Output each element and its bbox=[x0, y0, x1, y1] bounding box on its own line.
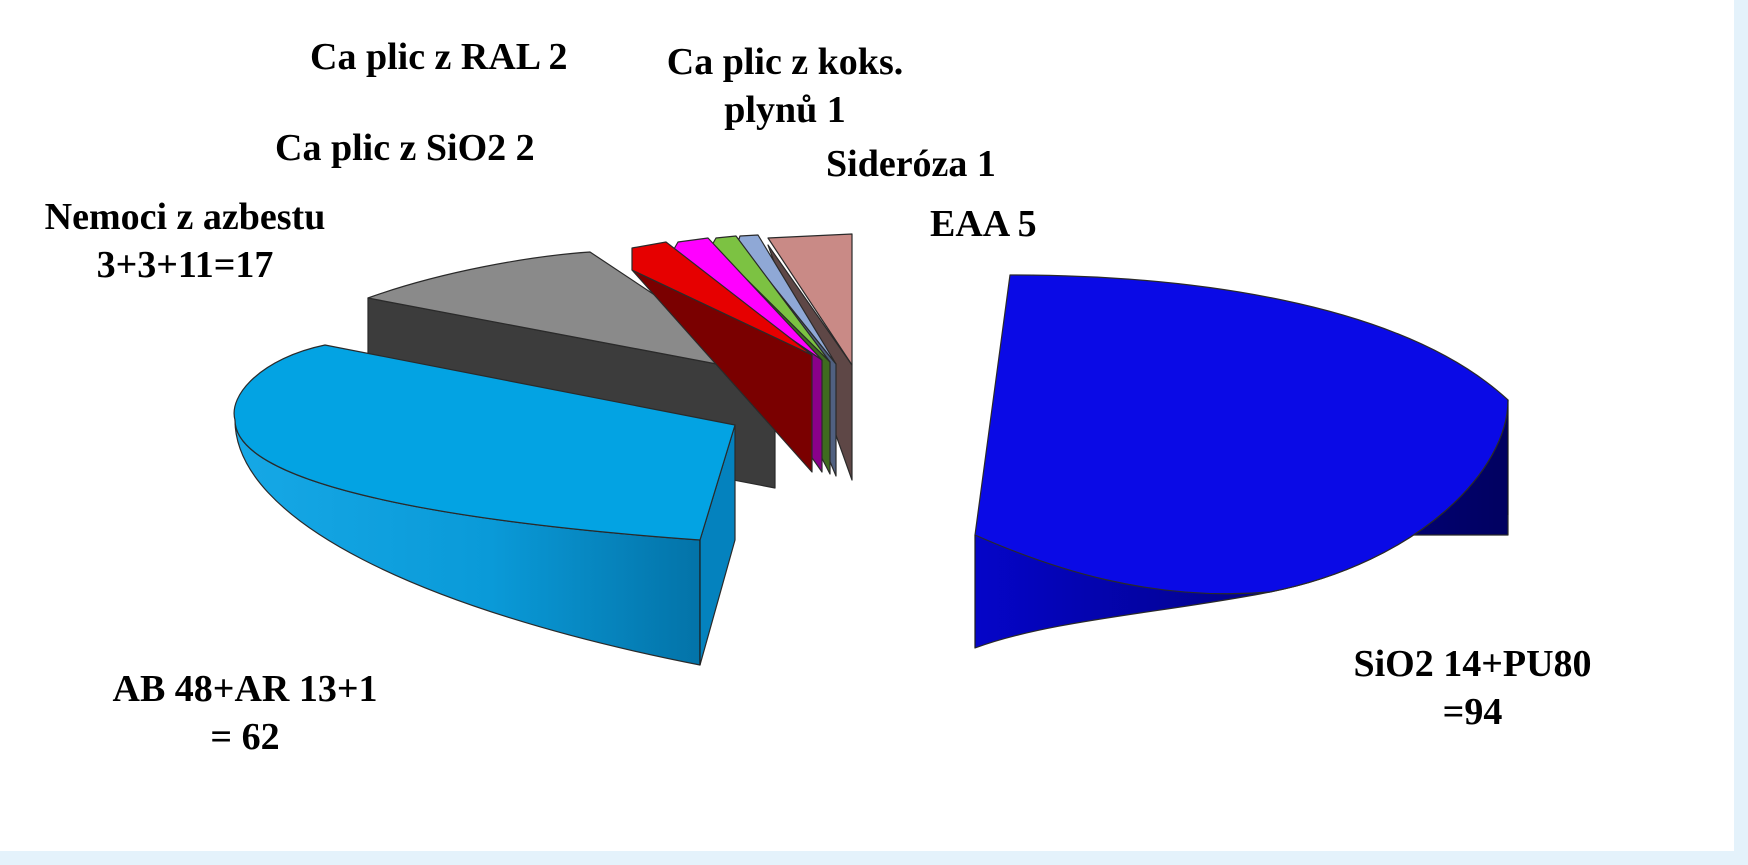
slice-label-azbest: Nemoci z azbestu 3+3+11=17 bbox=[20, 193, 350, 289]
slice-label-azbest-line-1: 3+3+11=17 bbox=[96, 244, 274, 286]
slice-label-ab-line-1: = 62 bbox=[210, 716, 280, 758]
slice-label-sio2-line-0: SiO2 14+PU80 bbox=[1353, 643, 1592, 685]
slice-label-ca-sio2-line-0: Ca plic z SiO2 2 bbox=[275, 127, 535, 169]
slice-label-sideroza: Sideróza 1 bbox=[826, 140, 1036, 188]
slice-label-sio2: SiO2 14+PU80 =94 bbox=[1330, 640, 1615, 736]
pie-slice-sio2 bbox=[974, 274, 1509, 595]
slice-label-eaa: EAA 5 bbox=[930, 200, 1050, 248]
pie-slice-eaa bbox=[767, 233, 853, 366]
slice-label-ca-ral: Ca plic z RAL 2 bbox=[310, 33, 620, 81]
slice-label-ab-line-0: AB 48+AR 13+1 bbox=[112, 668, 378, 710]
slice-label-eaa-line-0: EAA 5 bbox=[930, 203, 1037, 245]
pie-slice-azbest bbox=[367, 251, 776, 376]
pie-slice-ab bbox=[233, 344, 736, 541]
slice-label-ca-koks-line-1: plynů 1 bbox=[724, 89, 846, 131]
slice-label-sideroza-line-0: Sideróza 1 bbox=[826, 143, 996, 185]
slice-label-ca-koks-line-0: Ca plic z koks. bbox=[666, 41, 904, 83]
slice-label-ca-sio2: Ca plic z SiO2 2 bbox=[275, 124, 595, 172]
slice-label-ca-koks: Ca plic z koks. plynů 1 bbox=[645, 38, 925, 134]
slice-label-ab: AB 48+AR 13+1 = 62 bbox=[80, 665, 410, 761]
slice-label-ca-ral-line-0: Ca plic z RAL 2 bbox=[310, 36, 568, 78]
pie-slice-ca-koks bbox=[711, 235, 831, 363]
pie-slice-ca-sio2 bbox=[631, 241, 813, 356]
slice-label-azbest-line-0: Nemoci z azbestu bbox=[44, 196, 326, 238]
slice-label-sio2-line-1: =94 bbox=[1442, 691, 1503, 733]
